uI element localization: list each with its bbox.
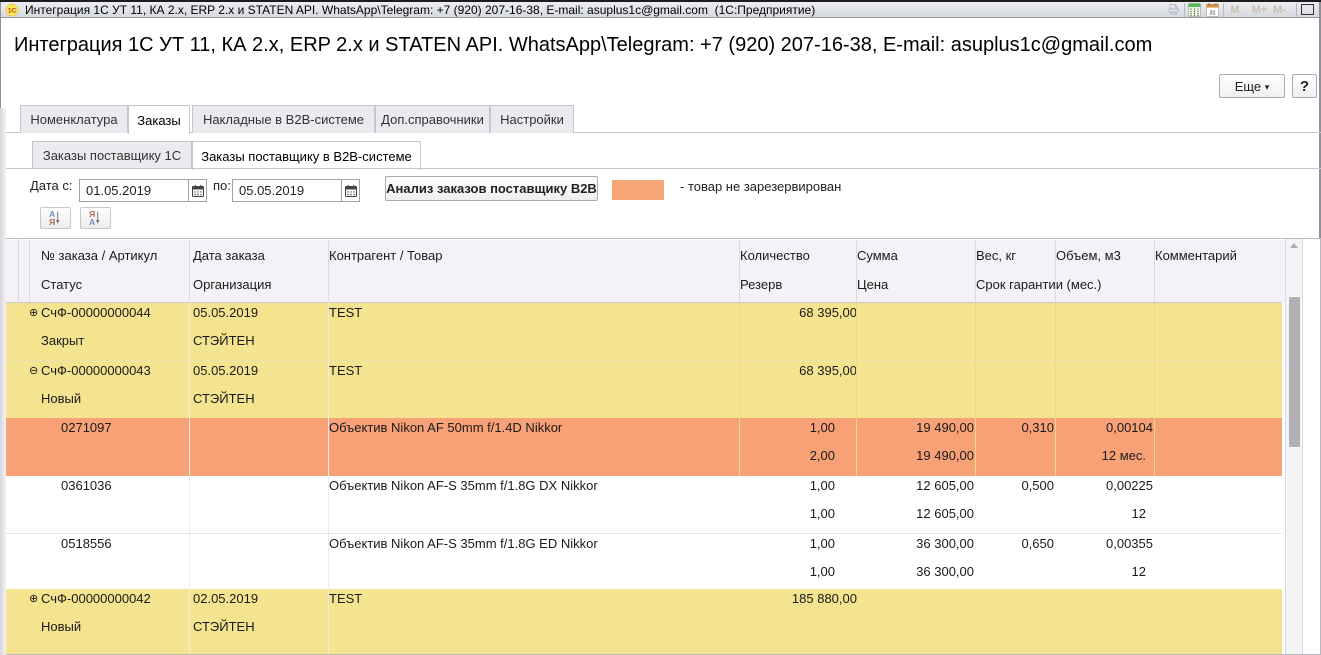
svg-text:31: 31: [1209, 10, 1215, 16]
svg-text:1C: 1C: [8, 7, 17, 14]
